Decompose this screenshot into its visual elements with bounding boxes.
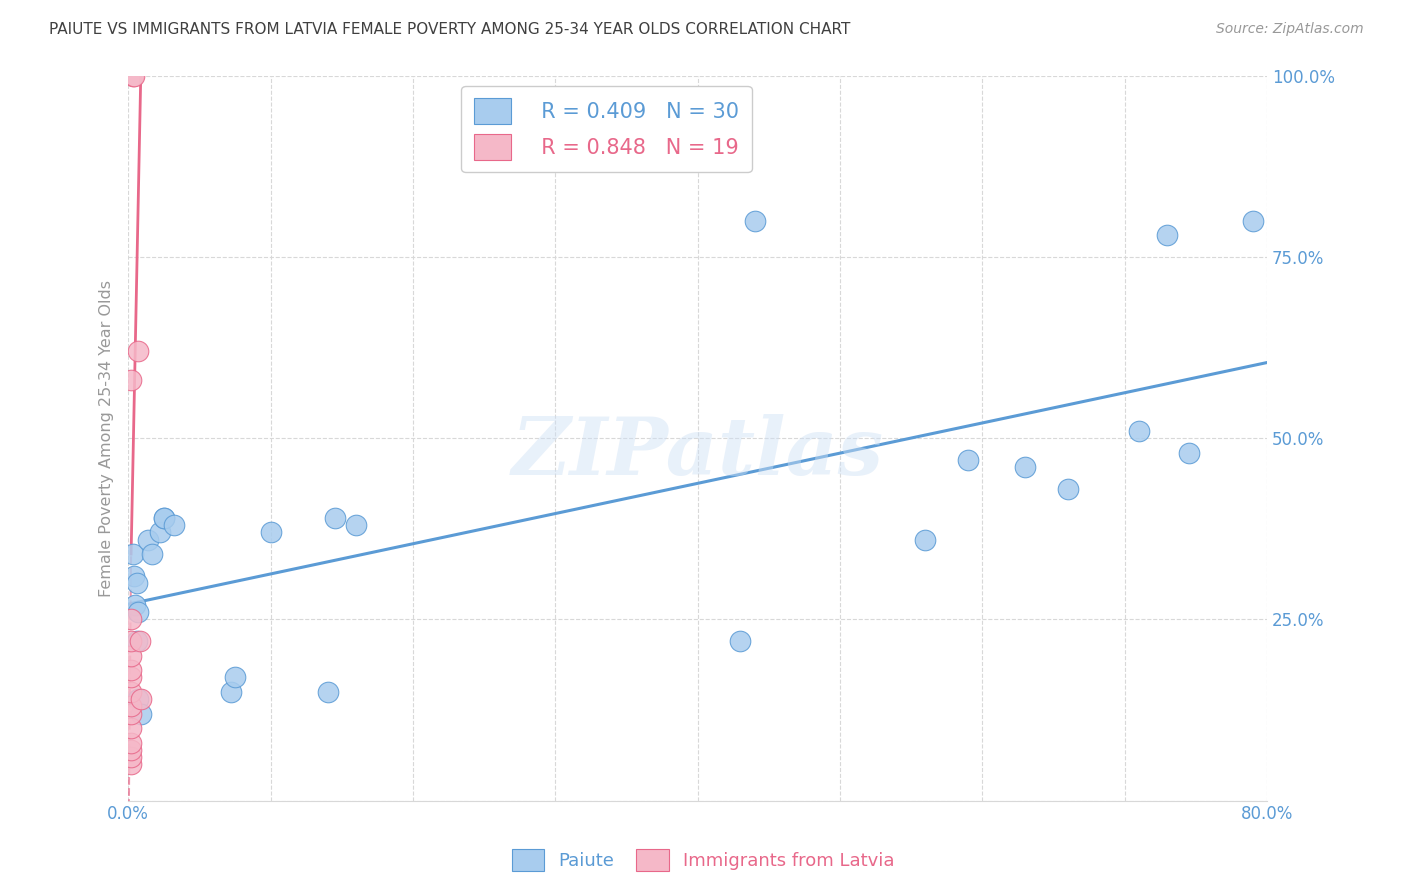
Point bbox=[120, 750, 142, 764]
Point bbox=[129, 692, 152, 706]
Point bbox=[120, 743, 142, 757]
Point bbox=[153, 511, 176, 525]
Point bbox=[121, 69, 143, 83]
Point bbox=[344, 518, 367, 533]
Point bbox=[120, 721, 142, 735]
Point bbox=[120, 663, 142, 677]
Point bbox=[127, 692, 149, 706]
Point bbox=[121, 547, 143, 561]
Y-axis label: Female Poverty Among 25-34 Year Olds: Female Poverty Among 25-34 Year Olds bbox=[100, 279, 114, 597]
Point bbox=[122, 69, 145, 83]
Point bbox=[128, 634, 150, 648]
Point bbox=[323, 511, 346, 525]
Point bbox=[153, 511, 176, 525]
Point bbox=[219, 685, 242, 699]
Point bbox=[125, 576, 148, 591]
Point bbox=[120, 670, 142, 684]
Point bbox=[125, 634, 148, 648]
Point bbox=[120, 699, 142, 714]
Point bbox=[1056, 482, 1078, 496]
Point bbox=[259, 525, 281, 540]
Point bbox=[127, 605, 149, 619]
Point bbox=[224, 670, 246, 684]
Point bbox=[316, 685, 339, 699]
Text: PAIUTE VS IMMIGRANTS FROM LATVIA FEMALE POVERTY AMONG 25-34 YEAR OLDS CORRELATIO: PAIUTE VS IMMIGRANTS FROM LATVIA FEMALE … bbox=[49, 22, 851, 37]
Point bbox=[120, 612, 142, 626]
Point bbox=[730, 634, 752, 648]
Point bbox=[1241, 213, 1264, 227]
Point bbox=[1177, 445, 1199, 459]
Point bbox=[124, 598, 146, 612]
Point bbox=[120, 757, 142, 772]
Point bbox=[129, 706, 152, 721]
Point bbox=[141, 547, 163, 561]
Point bbox=[122, 569, 145, 583]
Point bbox=[120, 736, 142, 750]
Point bbox=[956, 452, 979, 467]
Text: Source: ZipAtlas.com: Source: ZipAtlas.com bbox=[1216, 22, 1364, 37]
Point bbox=[914, 533, 936, 547]
Text: ZIPatlas: ZIPatlas bbox=[512, 414, 883, 491]
Point bbox=[1014, 460, 1036, 475]
Point bbox=[163, 518, 186, 533]
Point bbox=[120, 634, 142, 648]
Point bbox=[120, 373, 142, 387]
Point bbox=[136, 533, 159, 547]
Point bbox=[120, 648, 142, 663]
Point bbox=[744, 213, 766, 227]
Point bbox=[120, 685, 142, 699]
Legend: Paiute, Immigrants from Latvia: Paiute, Immigrants from Latvia bbox=[505, 842, 901, 879]
Legend:   R = 0.409   N = 30,   R = 0.848   N = 19: R = 0.409 N = 30, R = 0.848 N = 19 bbox=[461, 86, 752, 172]
Point bbox=[127, 344, 149, 359]
Point bbox=[148, 525, 170, 540]
Point bbox=[1156, 227, 1178, 242]
Point bbox=[120, 706, 142, 721]
Point bbox=[1128, 424, 1150, 438]
